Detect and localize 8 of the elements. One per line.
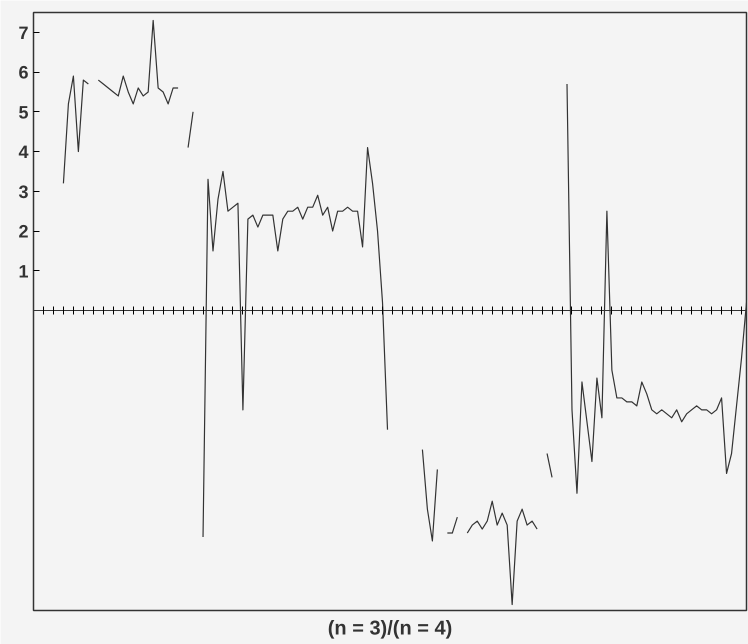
y-tick-label: 6 [18, 62, 29, 83]
y-tick-label: 2 [18, 222, 29, 242]
y-tick-label: 3 [18, 182, 29, 202]
y-tick-label: 5 [18, 102, 29, 122]
y-tick-label: 7 [18, 22, 29, 43]
y-tick-label: 4 [18, 142, 29, 162]
x-axis-title: (n = 3)/(n = 4) [328, 618, 452, 640]
y-tick-label: 1 [18, 261, 29, 282]
